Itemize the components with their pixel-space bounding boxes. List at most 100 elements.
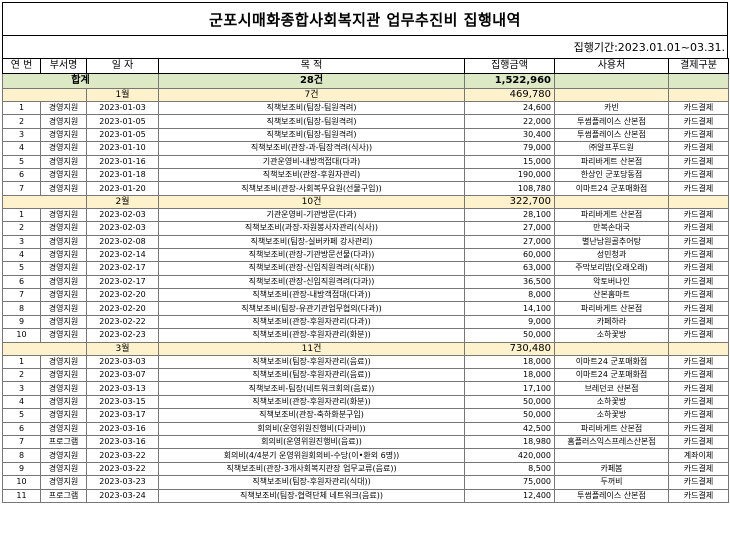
row-amount: 50,000	[464, 408, 555, 423]
row-dept: 경영지원	[40, 301, 87, 316]
row-date: 2023-03-07	[86, 368, 159, 383]
row-amount: 108,780	[464, 181, 555, 196]
row-number: 4	[2, 141, 41, 156]
row-dept: 경영지원	[40, 475, 87, 490]
row-purpose: 직책보조비(과장-자원봉사자관리(식사))	[158, 221, 465, 236]
row-dept: 경영지원	[40, 154, 87, 169]
table-row: 8 경영지원 2023-02-20 직책보조비(팀장-유관기관업무협의(다과)) 14,…	[2, 301, 729, 316]
row-purpose: 회의비(4/4분기 운영위원회의비-수당(이•환외 6명))	[158, 448, 465, 463]
row-dept: 경영지원	[40, 167, 87, 183]
row-purpose: 기관운영비-내방객접대(다과)	[158, 154, 465, 169]
row-dept: 경영지원	[40, 247, 87, 263]
row-date: 2023-03-03	[86, 354, 159, 370]
row-purpose: 직책보조비(팀장-후원자관리(음료))	[158, 368, 465, 383]
table-row: 3 경영지원 2023-03-13 직책보조비-팀장(네트워크회의(음료)) 17,10…	[2, 381, 729, 396]
row-place: 투썸플레이스 산본점	[554, 488, 669, 503]
row-dept: 경영지원	[40, 408, 87, 423]
row-purpose: 직책보조비(관장-후원자관리(화분))	[158, 328, 465, 343]
table-row: 11 프로그램 2023-03-24 직책보조비(팀장-협력단체 네트워크(음료)) 1…	[2, 488, 729, 503]
row-number: 8	[2, 301, 41, 316]
row-date: 2023-03-17	[86, 408, 159, 423]
row-purpose: 직책보조비(팀장-협력단체 네트워크(음료))	[158, 488, 465, 503]
row-dept: 경영지원	[40, 181, 87, 196]
row-place: 브레던코 산본점	[554, 381, 669, 396]
row-dept: 경영지원	[40, 127, 87, 143]
row-purpose: 직책보조비(관장-신입직원격려(다과))	[158, 274, 465, 290]
row-payment: 카드결제	[668, 488, 729, 503]
row-purpose: 직책보조비(관장-신입직원격려(식대))	[158, 261, 465, 276]
month-empty	[2, 88, 87, 102]
table-row: 8 경영지원 2023-03-22 회의비(4/4분기 운영위원회의비-수당(이•환외…	[2, 448, 729, 463]
row-dept: 경영지원	[40, 354, 87, 370]
row-date: 2023-02-20	[86, 301, 159, 316]
row-purpose: 직책보조비(팀장-후원자관리(음료))	[158, 354, 465, 370]
row-payment: 카드결제	[668, 261, 729, 276]
row-place: 홈플러스익스프레스산본점	[554, 434, 669, 450]
table-row: 6 경영지원 2023-03-16 회의비(운영위원진행비(다과비)) 42,500 파리…	[2, 421, 729, 436]
row-payment: 카드결제	[668, 381, 729, 396]
row-payment: 카드결제	[668, 274, 729, 290]
row-place: 소하꽃방	[554, 408, 669, 423]
month-amount: 469,780	[464, 88, 555, 102]
row-payment: 카드결제	[668, 247, 729, 263]
row-payment: 카드결제	[668, 394, 729, 410]
row-place: ㈜알프푸드원	[554, 141, 669, 156]
table-row: 2 경영지원 2023-02-03 직책보조비(과장-자원봉사자관리(식사)) 27,0…	[2, 221, 729, 236]
row-payment: 카드결제	[668, 354, 729, 370]
month-label: 1월	[86, 88, 159, 102]
row-amount: 17,100	[464, 381, 555, 396]
row-purpose: 회의비(운영위원진행비(음료))	[158, 434, 465, 450]
row-amount: 8,500	[464, 461, 555, 477]
table-row: 2 경영지원 2023-03-07 직책보조비(팀장-후원자관리(음료)) 18,000…	[2, 368, 729, 383]
row-amount: 75,000	[464, 475, 555, 490]
row-payment: 카드결제	[668, 314, 729, 330]
row-purpose: 직책보조비(팀장-유관기관업무협의(다과))	[158, 301, 465, 316]
table-row: 1 경영지원 2023-03-03 직책보조비(팀장-후원자관리(음료)) 18,000…	[2, 354, 729, 370]
table-row: 10 경영지원 2023-03-23 직책보조비(팀장-후원자관리(식대)) 75,00…	[2, 475, 729, 490]
row-dept: 경영지원	[40, 288, 87, 303]
row-amount: 190,000	[464, 167, 555, 183]
row-payment: 계좌이체	[668, 448, 729, 463]
row-payment: 카드결제	[668, 114, 729, 129]
month-amount: 322,700	[464, 194, 555, 209]
row-amount: 24,600	[464, 100, 555, 116]
month-amount: 730,480	[464, 341, 555, 356]
row-dept: 경영지원	[40, 328, 87, 343]
row-number: 7	[2, 434, 41, 450]
row-date: 2023-02-03	[86, 221, 159, 236]
table-row: 6 경영지원 2023-01-18 직책보조비(관장-후원자관리) 190,000 한상인…	[2, 167, 729, 183]
row-date: 2023-01-10	[86, 141, 159, 156]
row-number: 1	[2, 100, 41, 116]
row-dept: 경영지원	[40, 100, 87, 116]
table-row: 7 프로그램 2023-03-16 회의비(운영위원진행비(음료)) 18,980 홈플러…	[2, 434, 729, 450]
row-purpose: 직책보조비(관장-후원자관리(다과))	[158, 314, 465, 330]
col-header-payment: 결제구분	[668, 58, 729, 74]
row-place: 파리바게트 산본점	[554, 207, 669, 223]
row-date: 2023-03-13	[86, 381, 159, 396]
row-amount: 50,000	[464, 328, 555, 343]
row-payment: 카드결제	[668, 127, 729, 143]
row-amount: 18,000	[464, 368, 555, 383]
row-place: 파리바게트 산본점	[554, 421, 669, 436]
month-empty	[668, 194, 729, 209]
row-payment: 카드결제	[668, 221, 729, 236]
table-row: 3 경영지원 2023-01-05 직책보조비(팀장-팀원격려) 30,400 투썸플레이…	[2, 127, 729, 143]
total-amount: 1,522,960	[464, 73, 555, 89]
row-number: 7	[2, 288, 41, 303]
row-number: 10	[2, 328, 41, 343]
row-date: 2023-01-20	[86, 181, 159, 196]
row-purpose: 기관운영비-기관방문(다과)	[158, 207, 465, 223]
row-date: 2023-02-17	[86, 261, 159, 276]
month-empty	[668, 341, 729, 356]
row-purpose: 직책보조비(팀장-팀원격려)	[158, 127, 465, 143]
row-date: 2023-03-16	[86, 421, 159, 436]
row-date: 2023-01-03	[86, 100, 159, 116]
row-number: 5	[2, 154, 41, 169]
row-place	[554, 448, 669, 463]
row-date: 2023-02-23	[86, 328, 159, 343]
row-purpose: 직책보조비(관장-내방객접대(다과))	[158, 288, 465, 303]
table-row: 5 경영지원 2023-03-17 직책보조비(관장-축하화분구입) 50,000 소하꽃…	[2, 408, 729, 423]
table-row: 4 경영지원 2023-02-14 직책보조비(관장-기관방문선물(다과)) 60,00…	[2, 247, 729, 263]
row-number: 7	[2, 181, 41, 196]
row-payment: 카드결제	[668, 234, 729, 249]
